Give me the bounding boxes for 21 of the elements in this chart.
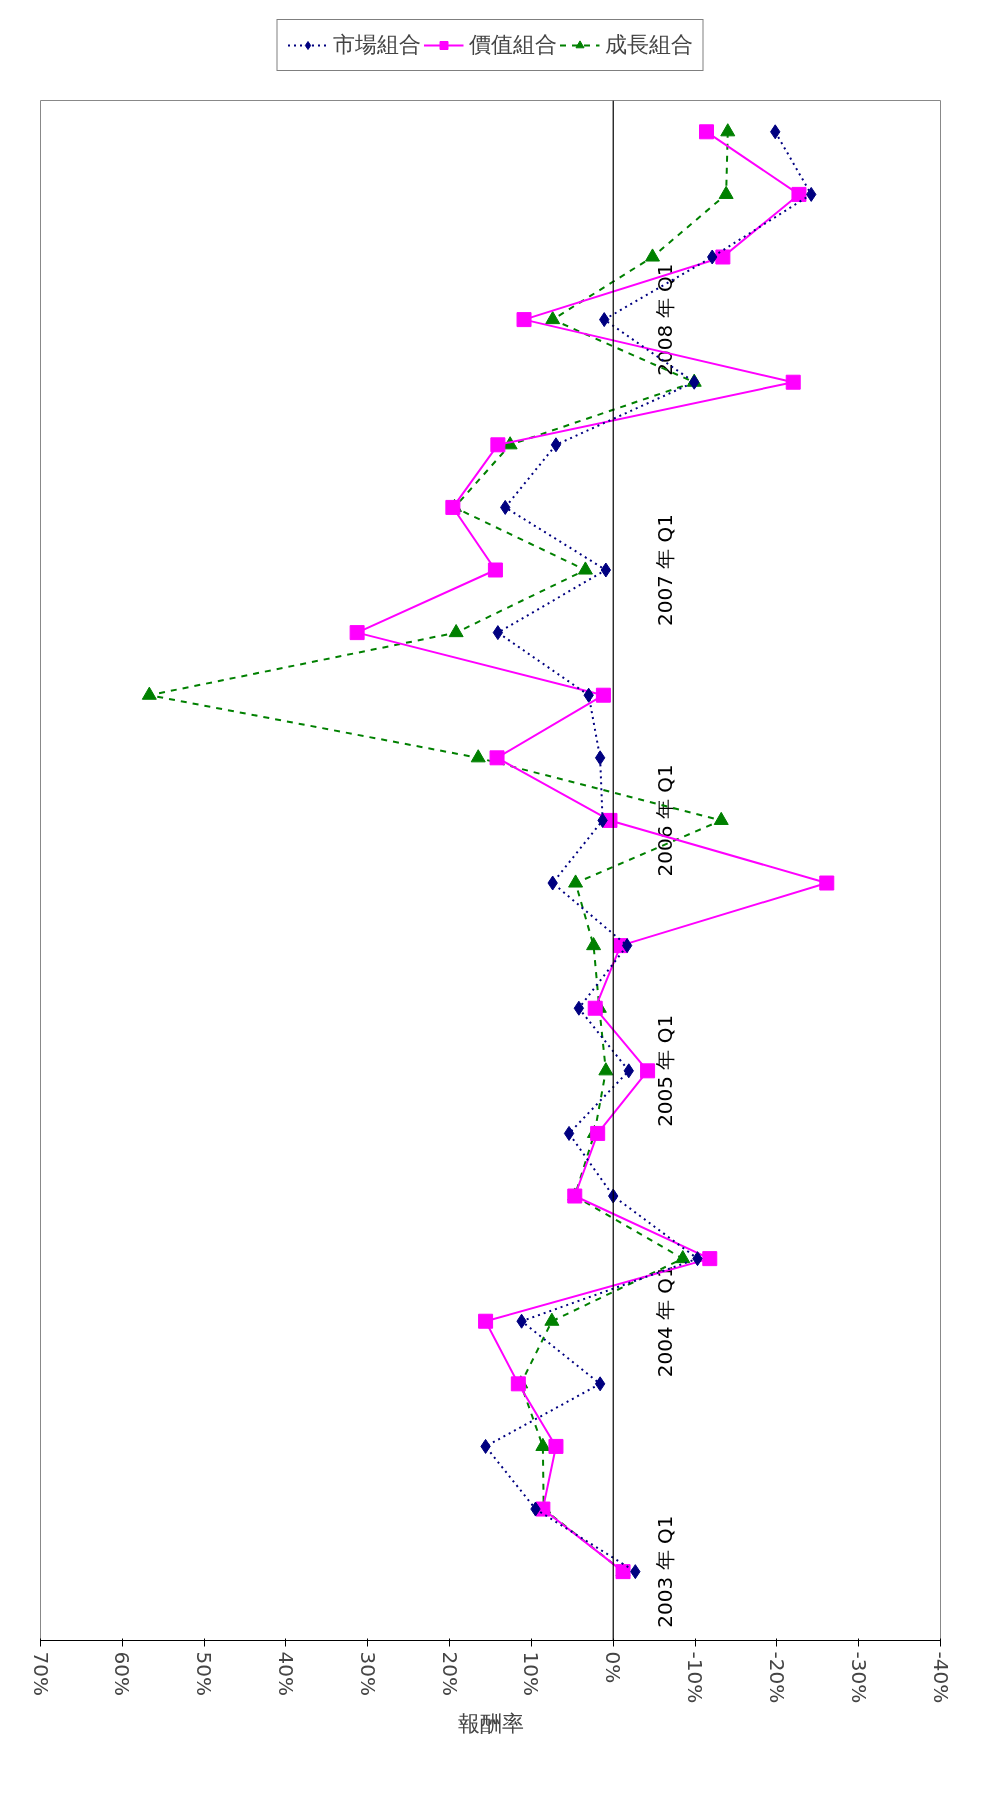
x-tick-label: 50% xyxy=(192,1651,217,1696)
x-tick-label: 0% xyxy=(601,1651,626,1684)
x-tick-label: 10% xyxy=(519,1651,544,1696)
x-tick-label: 60% xyxy=(110,1651,135,1696)
x-tick-label: 30% xyxy=(355,1651,380,1696)
y-tick-label: 2008 年 Q1 xyxy=(653,263,678,376)
y-tick-label: 2007 年 Q1 xyxy=(653,513,678,627)
x-tick-label: -20% xyxy=(764,1651,789,1704)
x-tick-label: -40% xyxy=(928,1651,953,1704)
x-tick-label: -10% xyxy=(683,1651,708,1704)
y-tick-label: 2006 年 Q1 xyxy=(653,764,678,877)
y-tick-label: 2005 年 Q1 xyxy=(653,1014,678,1127)
legend-label: 市場組合 xyxy=(332,31,421,59)
legend-label: 成長組合 xyxy=(604,31,693,59)
x-axis-title: 報酬率 xyxy=(457,1711,524,1737)
x-tick-label: 20% xyxy=(437,1651,462,1696)
x-tick-label: 40% xyxy=(273,1651,298,1696)
x-tick-label: 70% xyxy=(28,1651,53,1696)
x-tick-label: -30% xyxy=(846,1651,871,1704)
y-tick-label: 2003 年 Q1 xyxy=(653,1515,678,1628)
legend-label: 價值組合 xyxy=(468,31,557,59)
